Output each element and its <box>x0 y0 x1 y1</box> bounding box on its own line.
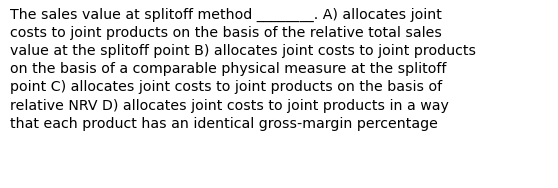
Text: The sales value at splitoff method ________. A) allocates joint
costs to joint p: The sales value at splitoff method _____… <box>10 8 476 131</box>
